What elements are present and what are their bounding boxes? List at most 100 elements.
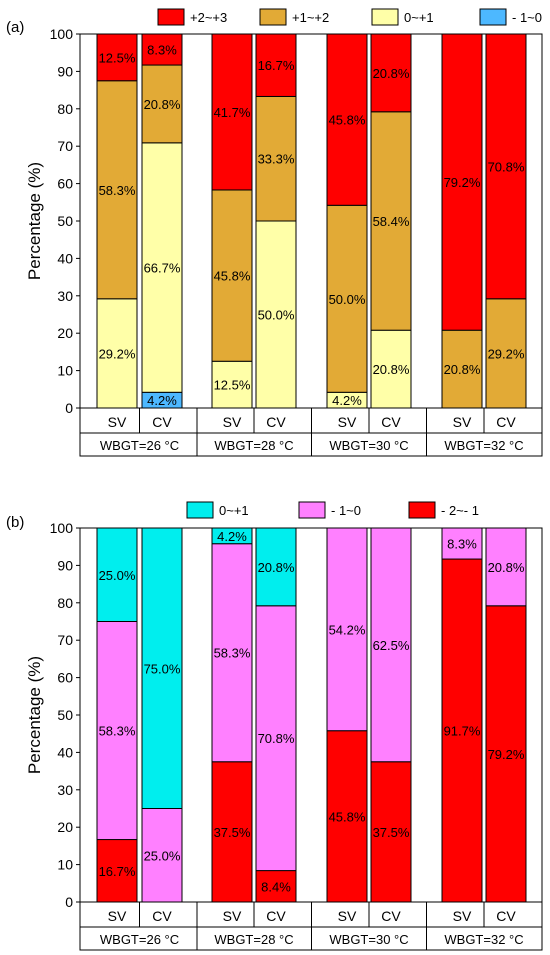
y-tick-label: 100 — [50, 520, 74, 536]
legend-entry: - 2~- 1 — [441, 503, 479, 518]
legend-entry: - 1~0 — [512, 10, 542, 25]
legend-entry: +1~+2 — [292, 10, 329, 25]
y-tick-label: 50 — [57, 213, 73, 229]
y-tick-label: 10 — [57, 363, 73, 379]
y-axis-label: Percentage (%) — [25, 656, 44, 774]
category-label: CV — [381, 414, 401, 430]
group-label: WBGT=26 °C — [100, 932, 179, 947]
bar-segment — [370, 527, 412, 763]
data-label: 25.0% — [99, 568, 136, 583]
y-tick-label: 70 — [57, 138, 73, 154]
data-label: 70.8% — [488, 159, 525, 174]
panel-label: (a) — [6, 19, 24, 36]
category-label: SV — [108, 414, 127, 430]
bar-segment — [141, 808, 183, 903]
legend-swatch — [479, 8, 507, 26]
category-label: CV — [266, 414, 286, 430]
legend-swatch — [186, 501, 214, 519]
bar-segment — [370, 111, 412, 331]
panel-label: (b) — [6, 514, 24, 531]
data-label: 58.3% — [99, 724, 136, 739]
group-label: WBGT=30 °C — [329, 932, 408, 947]
data-label: 62.5% — [373, 638, 410, 653]
data-label: 58.3% — [99, 183, 136, 198]
bar-segment — [141, 33, 183, 66]
y-tick-label: 60 — [57, 176, 73, 192]
bar-segment — [211, 360, 253, 409]
y-tick-label: 50 — [57, 707, 73, 723]
bar-segment — [441, 33, 483, 331]
y-tick-label: 90 — [57, 557, 73, 573]
category-label: SV — [338, 414, 357, 430]
data-label: 16.7% — [99, 864, 136, 879]
data-label: 41.7% — [214, 105, 251, 120]
category-label: CV — [266, 908, 286, 924]
data-label: 12.5% — [214, 378, 251, 393]
group-label: WBGT=32 °C — [444, 932, 523, 947]
y-tick-label: 0 — [65, 400, 73, 416]
data-label: 58.3% — [214, 646, 251, 661]
y-tick-label: 20 — [57, 325, 73, 341]
y-tick-label: 70 — [57, 632, 73, 648]
data-label: 45.8% — [329, 809, 366, 824]
y-tick-label: 100 — [50, 26, 74, 42]
category-label: CV — [152, 908, 172, 924]
group-label: WBGT=30 °C — [329, 438, 408, 453]
bar-segment — [485, 298, 527, 409]
y-tick-label: 80 — [57, 101, 73, 117]
data-label: 45.8% — [329, 113, 366, 128]
y-tick-label: 30 — [57, 288, 73, 304]
data-label: 12.5% — [99, 50, 136, 65]
data-label: 58.4% — [373, 214, 410, 229]
legend: +2~+3 +1~+2 0~+1 - 1~0 — [157, 8, 542, 26]
data-label: 4.2% — [147, 393, 177, 408]
y-tick-label: 20 — [57, 819, 73, 835]
data-label: 70.8% — [258, 731, 295, 746]
bar-segment — [441, 527, 483, 560]
y-tick-label: 40 — [57, 744, 73, 760]
data-label: 4.2% — [217, 529, 247, 544]
bar-segment — [141, 64, 183, 144]
y-tick-label: 80 — [57, 595, 73, 611]
data-label: 29.2% — [99, 346, 136, 361]
data-label: 79.2% — [444, 175, 481, 190]
y-tick-label: 10 — [57, 857, 73, 873]
data-label: 8.3% — [447, 537, 477, 552]
bar-segment — [96, 621, 138, 841]
legend-swatch — [408, 501, 436, 519]
data-label: 79.2% — [488, 747, 525, 762]
bar-segment — [96, 527, 138, 622]
bar-segment — [485, 33, 527, 300]
y-tick-label: 0 — [65, 894, 73, 910]
legend-entry: +2~+3 — [190, 10, 227, 25]
data-label: 4.2% — [332, 393, 362, 408]
chart-panel-a: (a) Percentage (%) 29.2% 58.3% 12.5% 4.2% 66.7… — [6, 8, 543, 457]
data-label: 20.8% — [258, 560, 295, 575]
group-label: WBGT=28 °C — [214, 438, 293, 453]
data-label: 20.8% — [373, 362, 410, 377]
bar-segment — [141, 527, 183, 809]
bar-segment — [96, 298, 138, 409]
bar-segment — [326, 527, 368, 732]
category-label: SV — [223, 908, 242, 924]
data-label: 45.8% — [214, 269, 251, 284]
data-label: 54.2% — [329, 622, 366, 637]
data-label: 66.7% — [144, 261, 181, 276]
bar-segment — [326, 33, 368, 206]
bar-segment — [370, 329, 412, 409]
bar-segment — [211, 189, 253, 362]
legend-swatch — [259, 8, 287, 26]
group-label: WBGT=26 °C — [100, 438, 179, 453]
legend-entry: - 1~0 — [331, 503, 361, 518]
bar-segment — [255, 95, 297, 222]
category-label: SV — [223, 414, 242, 430]
chart-panel-b: (b) Percentage (%) 16.7% 58.3% 25.0% 25.0% 75.… — [6, 501, 543, 951]
category-label: SV — [453, 908, 472, 924]
category-label: SV — [108, 908, 127, 924]
data-label: 29.2% — [488, 346, 525, 361]
category-label: CV — [496, 908, 516, 924]
bar-segment — [255, 870, 297, 903]
category-label: CV — [381, 908, 401, 924]
category-label: SV — [453, 414, 472, 430]
